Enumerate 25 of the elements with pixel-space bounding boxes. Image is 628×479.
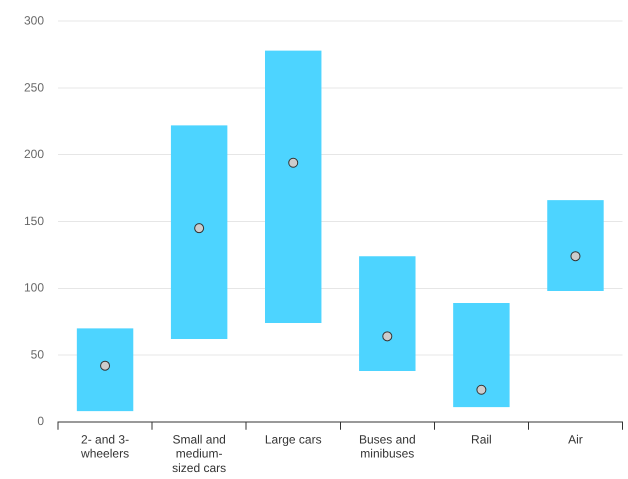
y-tick-label: 150 bbox=[24, 214, 44, 228]
point bbox=[100, 360, 110, 371]
bar bbox=[170, 125, 228, 340]
y-tick-label: 50 bbox=[30, 347, 44, 362]
bar bbox=[264, 50, 322, 323]
x-tick-label: Air bbox=[568, 432, 583, 446]
x-tick-label: Rail bbox=[471, 432, 492, 446]
y-tick-label: 0 bbox=[37, 414, 44, 428]
point bbox=[288, 158, 298, 168]
x-tick-label: Buses and minibuses bbox=[358, 432, 416, 461]
x-tick-label: Small and medium-sized cars bbox=[172, 432, 226, 476]
point bbox=[382, 331, 392, 342]
bar bbox=[359, 256, 416, 372]
bar bbox=[76, 328, 134, 412]
point bbox=[194, 223, 204, 234]
point bbox=[476, 384, 486, 395]
point bbox=[570, 251, 580, 262]
bar bbox=[453, 302, 510, 408]
y-tick-label: 250 bbox=[24, 80, 44, 94]
y-tick-label: 300 bbox=[24, 14, 44, 28]
x-tick-label: 2- and 3-wheelers bbox=[80, 432, 130, 461]
y-tick-label: 100 bbox=[24, 280, 44, 295]
y-tick-label: 200 bbox=[24, 147, 44, 162]
bar bbox=[547, 200, 604, 291]
x-tick-label: Large cars bbox=[264, 432, 322, 446]
